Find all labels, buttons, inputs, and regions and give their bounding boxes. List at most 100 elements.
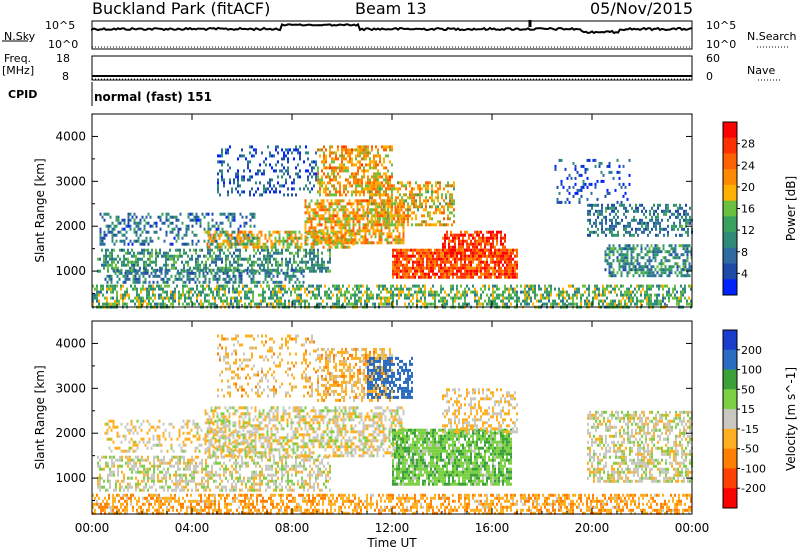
power-cell: [238, 280, 241, 284]
power-cell: [373, 223, 375, 227]
power-cell: [502, 236, 504, 240]
power-cell: [287, 187, 289, 191]
power-cell: [408, 296, 410, 300]
power-cell: [420, 257, 422, 261]
power-cell: [314, 287, 316, 291]
power-cell: [312, 211, 315, 215]
power-cell: [356, 302, 358, 306]
power-cell: [595, 218, 597, 222]
power-cell: [103, 257, 105, 261]
power-cell: [233, 230, 236, 234]
power-cell: [415, 223, 417, 227]
power-cell: [442, 245, 444, 249]
power-cell: [419, 196, 421, 200]
power-cell: [278, 302, 280, 306]
power-cell: [326, 239, 329, 243]
power-cell: [381, 193, 383, 197]
power-cell: [266, 271, 269, 275]
power-cell: [432, 257, 434, 261]
power-cell: [346, 245, 349, 249]
power-cell: [172, 280, 175, 284]
power-cell: [253, 154, 255, 158]
power-cell: [402, 263, 404, 267]
power-cell: [528, 302, 530, 306]
power-cell: [383, 145, 385, 149]
power-cell: [424, 290, 426, 294]
power-cell: [405, 199, 407, 203]
power-cell: [232, 242, 235, 246]
power-cell: [94, 287, 96, 291]
power-cell: [286, 236, 289, 240]
power-cell: [220, 230, 223, 234]
power-cell: [297, 248, 299, 252]
power-cell: [147, 263, 149, 267]
power-cell: [320, 223, 323, 227]
power-cell: [464, 299, 466, 303]
power-cell: [342, 245, 345, 249]
power-cell: [325, 184, 327, 188]
power-cell: [680, 290, 682, 294]
power-cell: [490, 275, 492, 279]
power-cell: [355, 178, 357, 182]
power-cell: [224, 271, 227, 275]
power-cell: [378, 223, 381, 227]
power-cell: [242, 239, 245, 243]
power-cell: [292, 230, 295, 234]
power-cell: [480, 236, 482, 240]
power-cell: [111, 257, 113, 261]
power-cell: [492, 257, 494, 261]
power-cell: [394, 272, 396, 276]
power-cell: [197, 218, 200, 222]
power-cell: [612, 287, 614, 291]
power-cell: [530, 296, 532, 300]
power-cell: [269, 260, 271, 264]
power-cell: [258, 239, 261, 243]
power-cell: [558, 296, 560, 300]
power-cell: [368, 287, 370, 291]
power-cell: [238, 299, 240, 303]
power-cell: [156, 284, 158, 288]
power-cell: [458, 290, 460, 294]
power-cell: [398, 241, 401, 245]
power-cell: [159, 227, 162, 231]
power-cell: [614, 284, 616, 288]
power-cell: [474, 242, 476, 246]
power-cell: [330, 205, 333, 209]
station-title: Buckland Park (fitACF): [92, 0, 271, 18]
power-cell: [444, 260, 446, 264]
power-cell: [293, 187, 295, 191]
power-cell: [249, 145, 251, 149]
power-cell: [624, 293, 626, 297]
power-cell: [441, 193, 443, 197]
power-cell: [226, 299, 228, 303]
power-cell: [260, 299, 262, 303]
power-cell: [146, 293, 148, 297]
power-cell: [317, 181, 319, 185]
power-cell: [246, 242, 249, 246]
power-cell: [480, 239, 482, 243]
power-cell: [640, 299, 642, 303]
power-cell: [231, 215, 234, 219]
power-cell: [456, 287, 458, 291]
power-cell: [413, 205, 415, 209]
power-cell: [290, 230, 293, 234]
power-cell: [444, 254, 446, 258]
power-cell: [285, 169, 287, 173]
power-cell: [448, 254, 450, 258]
power-cell: [261, 172, 263, 176]
power-cell: [192, 271, 195, 275]
power-cell: [249, 190, 251, 194]
power-cell: [348, 226, 351, 230]
power-cell: [265, 163, 267, 167]
power-cell: [476, 269, 478, 273]
power-cell: [448, 266, 450, 270]
power-cell: [292, 236, 295, 240]
power-cell: [116, 299, 118, 303]
power-cell: [412, 254, 414, 258]
power-cell: [408, 248, 410, 252]
power-cell: [320, 229, 323, 233]
power-cell: [623, 227, 625, 231]
power-cell: [454, 236, 456, 240]
power-cell: [347, 178, 349, 182]
power-cell: [444, 233, 446, 237]
